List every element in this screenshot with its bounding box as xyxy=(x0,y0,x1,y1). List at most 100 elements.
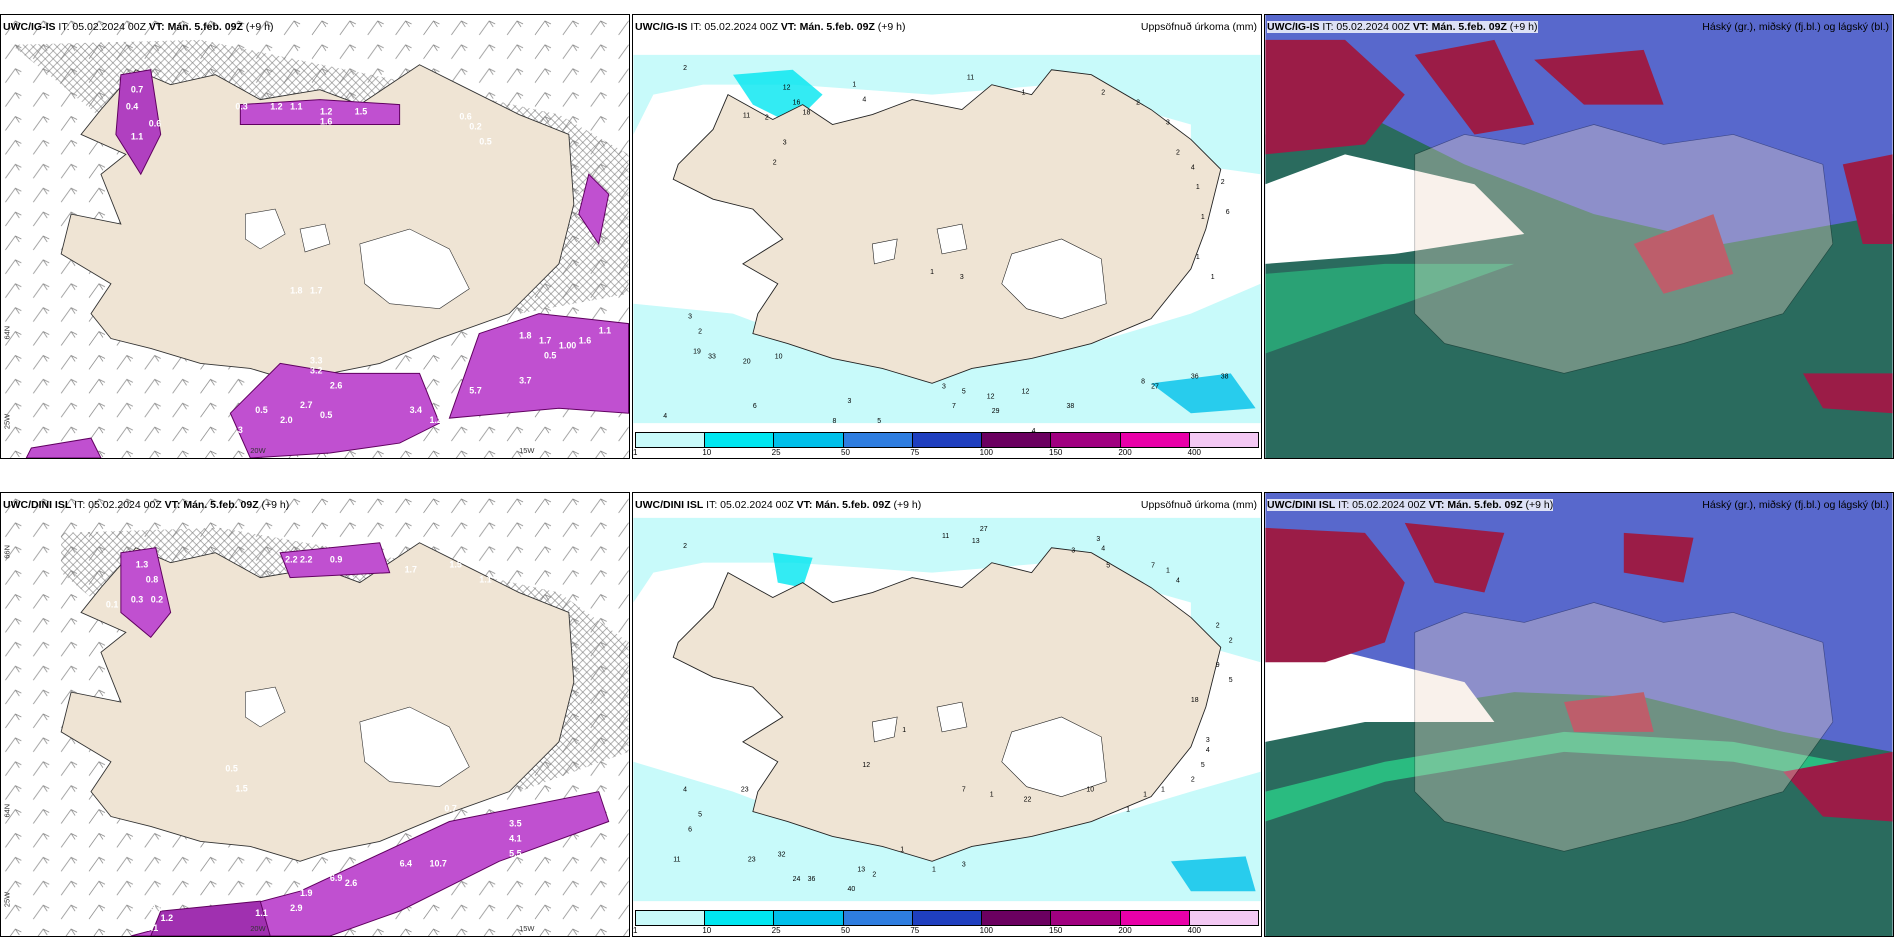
map-value-label: 2 xyxy=(1216,622,1220,629)
map-value-label: 2 xyxy=(683,543,687,550)
map-value-label: 2 xyxy=(1101,90,1105,97)
wind-snow-map: 1.3 0.8 0.2 0.3 0.1 2.2 2.2 0.9 1.7 1.5 1.1 0.7 3.5 4… xyxy=(1,493,629,936)
map-value-label: 9 xyxy=(1216,662,1220,669)
map-value-label: 12 xyxy=(783,85,791,92)
map-value-label: 3 xyxy=(942,383,946,390)
map-value-label: 5 xyxy=(962,388,966,395)
map-value-label: 8 xyxy=(833,418,837,425)
map-value-label: 1 xyxy=(1161,787,1165,794)
map-value-label: 1.3 xyxy=(136,560,148,570)
panel-subtitle: Háský (gr.), miðský (fj.bl.) og lágský (… xyxy=(1702,21,1889,33)
map-value-label: 5 xyxy=(1229,677,1233,684)
map-value-label: 1.1 xyxy=(599,326,611,336)
panel-bot-left-wind-snow: UWC/DINI ISL IT: 05.02.2024 00Z VT: Mán.… xyxy=(0,492,630,937)
map-value-label: 4.1 xyxy=(509,833,521,843)
colorbar-tick: 75 xyxy=(910,448,920,457)
mid-cloud-se xyxy=(1802,373,1893,414)
map-value-label: 27 xyxy=(1151,383,1159,390)
map-value-label: 1.5 xyxy=(355,107,367,117)
colorbar-tick: 150 xyxy=(1049,926,1063,935)
map-value-label: 3 xyxy=(688,314,692,321)
map-value-label: 1.1 xyxy=(255,908,267,918)
colorbar-tick: 10 xyxy=(702,448,712,457)
svg-text:66N: 66N xyxy=(2,545,11,559)
map-value-label: 0.7 xyxy=(131,85,143,95)
precip-zone-north xyxy=(633,517,1261,663)
panel-bot-mid-precip: UWC/DINI ISL IT: 05.02.2024 00Z VT: Mán.… xyxy=(632,492,1262,937)
map-value-label: 4 xyxy=(1032,428,1036,435)
panel-title: UWC/IG-IS IT: 05.02.2024 00Z VT: Mán. 5.… xyxy=(3,21,274,33)
svg-text:15W: 15W xyxy=(519,924,535,933)
svg-text:20W: 20W xyxy=(250,924,266,933)
map-value-label: 2 xyxy=(1136,100,1140,107)
glacier-vatnajokull xyxy=(359,706,470,787)
mid-cloud-nw xyxy=(1265,527,1405,663)
precip-cell-se xyxy=(1170,856,1256,892)
snow-region-sw-corner xyxy=(25,437,102,458)
map-value-label: 11 xyxy=(967,75,974,82)
snow-region-south xyxy=(229,362,441,458)
map-value-label: 18 xyxy=(803,110,811,117)
map-value-label: 5 xyxy=(698,812,702,819)
glacier-hofsjokull xyxy=(299,223,331,253)
map-value-label: 1 xyxy=(1196,254,1200,261)
map-value-label: 2.6 xyxy=(345,878,357,888)
colorbar-swatch xyxy=(843,433,913,447)
map-value-label: 1.5 xyxy=(449,560,461,570)
precip-zone-south xyxy=(633,761,1261,902)
map-value-label: 0.2 xyxy=(151,595,163,605)
low-cloud-sw xyxy=(1265,263,1515,354)
map-value-label: 23 xyxy=(741,787,749,794)
colorbar-swatch xyxy=(1051,911,1121,925)
map-value-label: 7 xyxy=(952,403,956,410)
cloud-map xyxy=(1265,493,1893,936)
map-value-label: 0.3 xyxy=(230,425,242,435)
map-value-label: 1.8 xyxy=(519,331,531,341)
colorbar-swatch xyxy=(1120,911,1190,925)
snow-region-north xyxy=(279,542,391,579)
map-value-label: 4 xyxy=(862,97,866,104)
map-value-label: 38 xyxy=(1221,373,1229,380)
map-value-label: 5.1 xyxy=(146,923,158,933)
map-value-label: 2.9 xyxy=(290,903,302,913)
map-value-label: 20 xyxy=(743,358,751,365)
map-value-label: 0.6 xyxy=(459,112,471,122)
map-value-label: 13 xyxy=(857,866,865,873)
mid-cloud-ne xyxy=(1623,532,1694,583)
colorbar-tick: 25 xyxy=(771,448,781,457)
map-value-label: 4 xyxy=(1101,546,1105,553)
map-value-label: 36 xyxy=(808,876,816,883)
svg-text:25W: 25W xyxy=(2,891,11,907)
glacier-vatnajokull xyxy=(359,228,470,309)
map-value-label: 32 xyxy=(778,851,786,858)
map-value-label: 1 xyxy=(1022,90,1026,97)
map-value-label: 5 xyxy=(1201,762,1205,769)
map-value-label: 4 xyxy=(1206,747,1210,754)
map-value-label: 1 xyxy=(1126,807,1130,814)
snow-region-south-band xyxy=(130,791,610,936)
colorbar-swatch xyxy=(912,911,983,925)
panel-title: UWC/IG-IS IT: 05.02.2024 00Z VT: Mán. 5.… xyxy=(635,21,906,33)
map-value-label: 2 xyxy=(765,115,769,122)
clear-area xyxy=(1265,652,1495,742)
colorbar-swatch xyxy=(982,433,1052,447)
precip-cell-west xyxy=(772,552,813,588)
map-value-label: 0.6 xyxy=(149,118,161,128)
panel-top-mid-precip: UWC/IG-IS IT: 05.02.2024 00Z VT: Mán. 5.… xyxy=(632,14,1262,459)
colorbar-tick: 50 xyxy=(841,448,850,457)
glacier-vatnajokull xyxy=(1001,716,1107,797)
map-value-label: 1.5 xyxy=(235,784,247,794)
panel-subtitle: Uppsöfnuð úrkoma (mm) xyxy=(1140,499,1257,511)
map-value-label: 6.9 xyxy=(330,873,342,883)
map-value-label: 0.5 xyxy=(255,405,267,415)
map-value-label: 3.5 xyxy=(509,818,521,828)
map-value-label: 0.2 xyxy=(469,121,481,131)
map-value-label: 1.7 xyxy=(310,286,322,296)
map-value-label: 3 xyxy=(1071,548,1075,555)
map-value-label: 3 xyxy=(847,398,851,405)
map-value-label: 2 xyxy=(698,329,702,336)
map-value-label: 12 xyxy=(1022,388,1030,395)
map-value-label: 3.0 xyxy=(151,903,163,913)
map-value-label: 10 xyxy=(775,353,783,360)
